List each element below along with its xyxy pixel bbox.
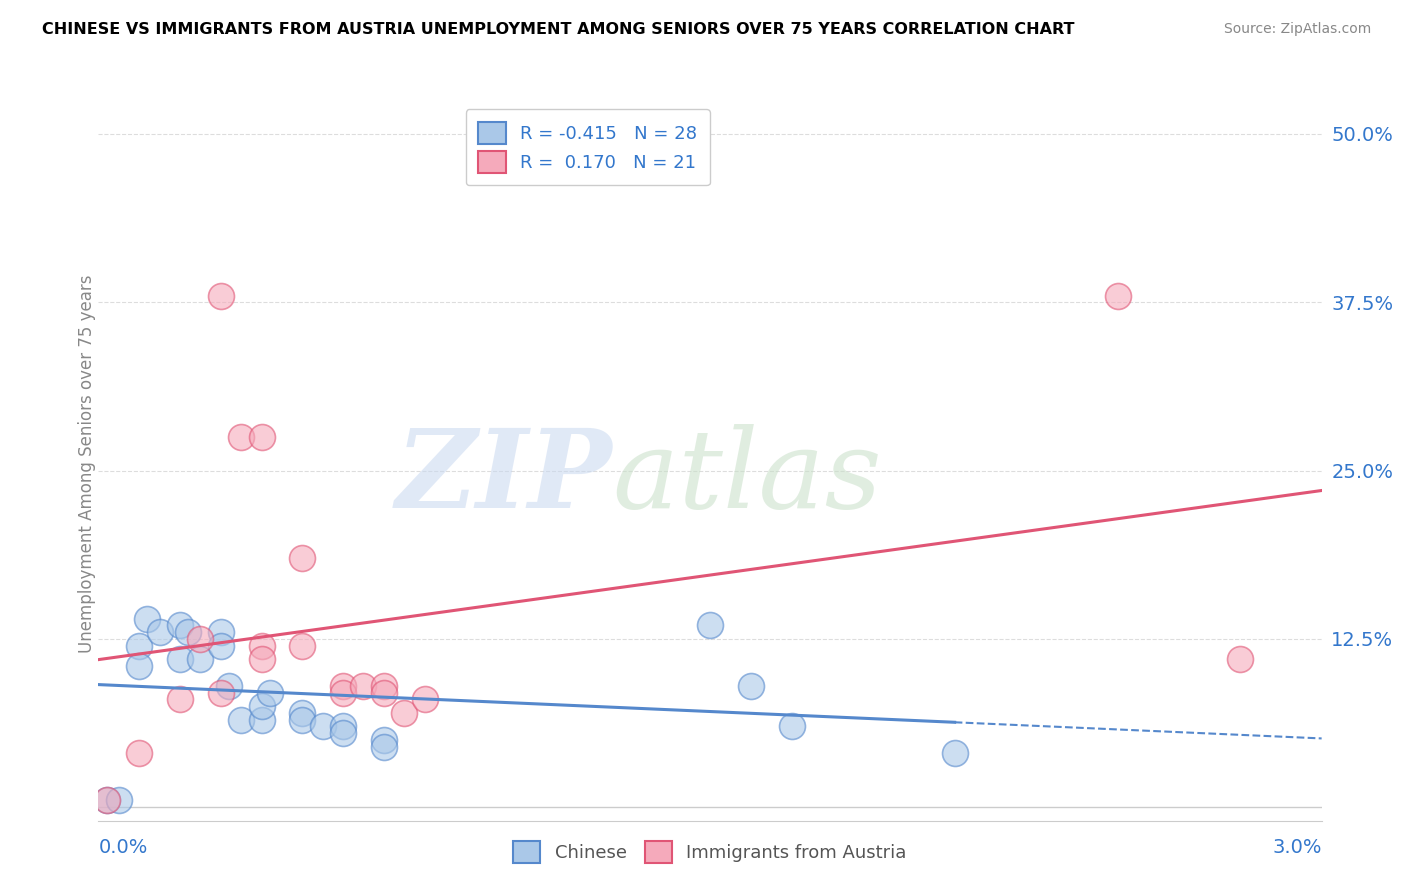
Text: atlas: atlas bbox=[612, 425, 882, 532]
Point bbox=[373, 732, 395, 747]
Point bbox=[136, 612, 159, 626]
Point bbox=[740, 679, 762, 693]
Point bbox=[291, 551, 314, 566]
Text: 3.0%: 3.0% bbox=[1272, 838, 1322, 857]
Point bbox=[250, 430, 273, 444]
Point bbox=[373, 739, 395, 754]
Point bbox=[209, 686, 232, 700]
Point bbox=[209, 288, 232, 302]
Point bbox=[209, 639, 232, 653]
Point bbox=[177, 625, 200, 640]
Point bbox=[108, 793, 131, 807]
Point bbox=[250, 639, 273, 653]
Point bbox=[332, 686, 354, 700]
Point bbox=[373, 679, 395, 693]
Point bbox=[780, 719, 803, 733]
Point bbox=[188, 652, 212, 666]
Point bbox=[392, 706, 416, 720]
Y-axis label: Unemployment Among Seniors over 75 years: Unemployment Among Seniors over 75 years bbox=[79, 275, 96, 653]
Point bbox=[96, 793, 118, 807]
Point bbox=[332, 726, 354, 740]
Legend: Chinese, Immigrants from Austria: Chinese, Immigrants from Austria bbox=[501, 829, 920, 876]
Text: CHINESE VS IMMIGRANTS FROM AUSTRIA UNEMPLOYMENT AMONG SENIORS OVER 75 YEARS CORR: CHINESE VS IMMIGRANTS FROM AUSTRIA UNEMP… bbox=[42, 22, 1074, 37]
Point bbox=[291, 713, 314, 727]
Point bbox=[169, 652, 191, 666]
Point bbox=[332, 719, 354, 733]
Point bbox=[250, 652, 273, 666]
Point bbox=[259, 686, 281, 700]
Point bbox=[1107, 288, 1129, 302]
Point bbox=[218, 679, 240, 693]
Point bbox=[250, 713, 273, 727]
Point bbox=[943, 747, 966, 761]
Point bbox=[231, 430, 253, 444]
Text: ZIP: ZIP bbox=[395, 425, 612, 532]
Point bbox=[332, 679, 354, 693]
Point bbox=[188, 632, 212, 646]
Point bbox=[699, 618, 721, 632]
Point bbox=[413, 692, 436, 706]
Point bbox=[291, 639, 314, 653]
Point bbox=[209, 625, 232, 640]
Point bbox=[128, 639, 150, 653]
Point bbox=[352, 679, 374, 693]
Text: 0.0%: 0.0% bbox=[98, 838, 148, 857]
Point bbox=[373, 686, 395, 700]
Point bbox=[1229, 652, 1251, 666]
Point bbox=[231, 713, 253, 727]
Point bbox=[128, 747, 150, 761]
Point bbox=[149, 625, 172, 640]
Point bbox=[291, 706, 314, 720]
Point bbox=[128, 658, 150, 673]
Point bbox=[169, 618, 191, 632]
Point bbox=[96, 793, 118, 807]
Text: Source: ZipAtlas.com: Source: ZipAtlas.com bbox=[1223, 22, 1371, 37]
Point bbox=[250, 699, 273, 714]
Point bbox=[169, 692, 191, 706]
Point bbox=[311, 719, 335, 733]
